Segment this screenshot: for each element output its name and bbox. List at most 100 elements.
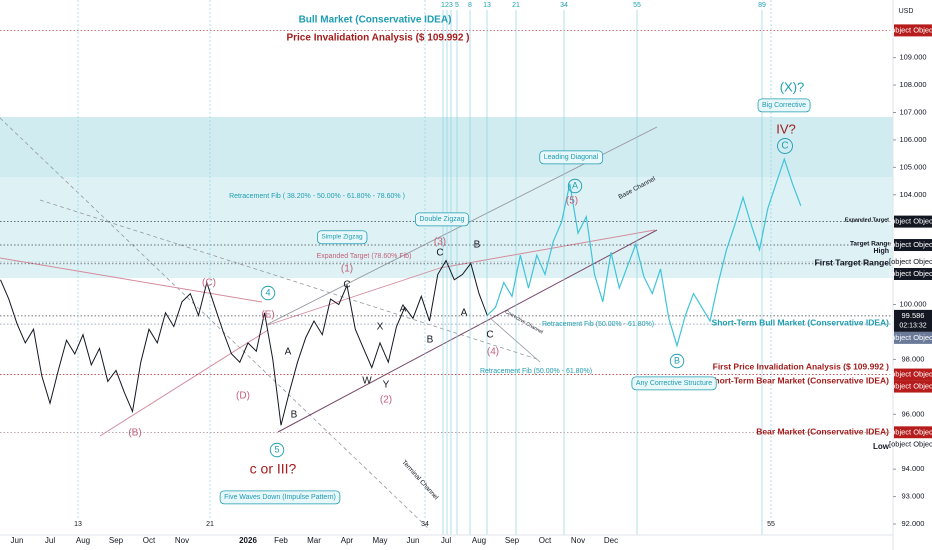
- annotation: Retracement Fib (50.00% - 61.80%): [542, 321, 654, 328]
- annotation: (D): [236, 391, 250, 402]
- fib-time-label: 13: [74, 521, 82, 528]
- pink-line: [267, 267, 441, 326]
- y-tick-label: 92.000: [902, 519, 925, 528]
- annotation: (X)?: [780, 79, 805, 94]
- fib-time-label: 55: [633, 2, 641, 9]
- y-tick-label: 109.000: [899, 53, 926, 62]
- x-tick-label: Aug: [76, 536, 90, 545]
- annotation: 4: [265, 287, 270, 297]
- annotation: Expanded Target: [845, 217, 889, 223]
- annotation-box: [415, 212, 470, 227]
- price-label-box: [894, 24, 932, 37]
- annotation: Five Waves Down (Impulse Pattern): [224, 494, 336, 501]
- y-tick-label: 106.000: [899, 135, 926, 144]
- x-tick-label: Oct: [539, 536, 552, 545]
- x-tick-label: Nov: [571, 536, 585, 545]
- annotation: Leading Diagonal: [544, 154, 599, 161]
- annotation: IV?: [776, 121, 796, 136]
- price-label-box: [894, 267, 932, 280]
- price-label: 99.586: [902, 311, 925, 320]
- price-label: [object Object]: [889, 382, 932, 391]
- x-tick-label: Aug: [472, 536, 486, 545]
- y-tick-label: 108.000: [899, 80, 926, 89]
- price-line: [0, 259, 488, 426]
- currency: USD: [899, 8, 914, 15]
- annotation: Short-Term Bear Market (Conservative IDE…: [709, 375, 889, 385]
- axes: 92.000 93.000 94.000 96.000 98.000 100.000 104…: [11, 24, 932, 545]
- annotation: W: [362, 376, 372, 387]
- y-tick-label: 105.000: [899, 162, 926, 171]
- annotation: Any Corrective Structure: [636, 380, 712, 387]
- price-label: [object Object]: [889, 427, 932, 436]
- x-tick-label: Jul: [441, 536, 451, 545]
- price-label: [object Object]: [889, 240, 932, 249]
- annotation-circle: [269, 442, 285, 458]
- x-tick-label: Oct: [143, 536, 156, 545]
- y-tick-label: 100.000: [899, 300, 926, 309]
- annotation-circle: [777, 138, 793, 154]
- y-tick-label: 93.000: [902, 492, 925, 501]
- annotation: C: [436, 248, 443, 259]
- price-label: [object Object]: [889, 257, 932, 266]
- annotation-circle: [669, 353, 685, 369]
- price-label-box: [894, 215, 932, 228]
- annotation: C: [781, 141, 788, 152]
- annotation: B: [474, 240, 481, 251]
- annotation: First Price Invalidation Analysis ($ 109…: [713, 361, 890, 371]
- countdown: 02:13:32: [899, 323, 926, 330]
- chart-title: Bull Market (Conservative IDEA): [299, 15, 452, 26]
- annotation-circle: [567, 178, 583, 194]
- annotation-circle: [260, 285, 276, 301]
- annotation: B: [291, 410, 298, 421]
- price-label-box: [894, 438, 932, 451]
- price-label: [object Object]: [889, 25, 932, 34]
- annotation: First Target Range: [815, 257, 890, 267]
- fib-time-label: 34: [421, 521, 429, 528]
- x-tick-label: Apr: [341, 536, 354, 545]
- channel-line: [39, 199, 541, 361]
- pink-line: [439, 229, 656, 269]
- price-label-box: [894, 239, 932, 252]
- annotation-box: [317, 230, 368, 245]
- annotation: A: [461, 308, 468, 319]
- base-channel-lower: [277, 229, 658, 433]
- annotation: C: [486, 330, 493, 341]
- price-label: [object Object]: [889, 217, 932, 226]
- price-line: [486, 157, 802, 348]
- x-tick-label: Jul: [45, 536, 55, 545]
- price-label-box: [894, 309, 932, 332]
- annotation: 5: [274, 444, 279, 454]
- annotation: Double Zigzag: [419, 216, 464, 223]
- annotation: Low: [873, 442, 890, 451]
- annotation-box: [631, 376, 717, 391]
- annotation: Big Corrective: [762, 102, 806, 109]
- annotation: C: [343, 280, 350, 291]
- annotation: (C): [202, 278, 216, 289]
- y-tick-label: 104.000: [899, 190, 926, 199]
- price-label: [object Object]: [889, 333, 932, 342]
- x-tick-label: Nov: [175, 536, 189, 545]
- y-tick-label: 98.000: [902, 354, 925, 363]
- price-label-box: [894, 368, 932, 381]
- chart-subtitle: Price Invalidation Analysis ($ 109.992 ): [286, 33, 469, 44]
- annotation: A: [572, 180, 578, 190]
- annotation: B: [674, 355, 680, 365]
- annotation: (2): [380, 395, 392, 406]
- annotation: c or III?: [250, 461, 297, 477]
- price-label-box: [894, 331, 932, 344]
- annotation: X: [377, 322, 384, 333]
- annotation-box: [757, 98, 811, 113]
- annotation-box: [219, 490, 341, 505]
- x-tick-label: Sep: [109, 536, 124, 545]
- x-tick-label: Dec: [604, 536, 618, 545]
- annotation: Retracement Fib ( 38.20% - 50.00% - 61.8…: [229, 193, 405, 200]
- plot: [0, 157, 802, 426]
- price-label-box: [894, 255, 932, 268]
- annotation: Target Range: [850, 241, 891, 248]
- annotation: Y: [383, 380, 390, 391]
- annotation: Short-Term Bull Market (Conservative IDE…: [712, 317, 890, 327]
- pink-line: [99, 329, 269, 437]
